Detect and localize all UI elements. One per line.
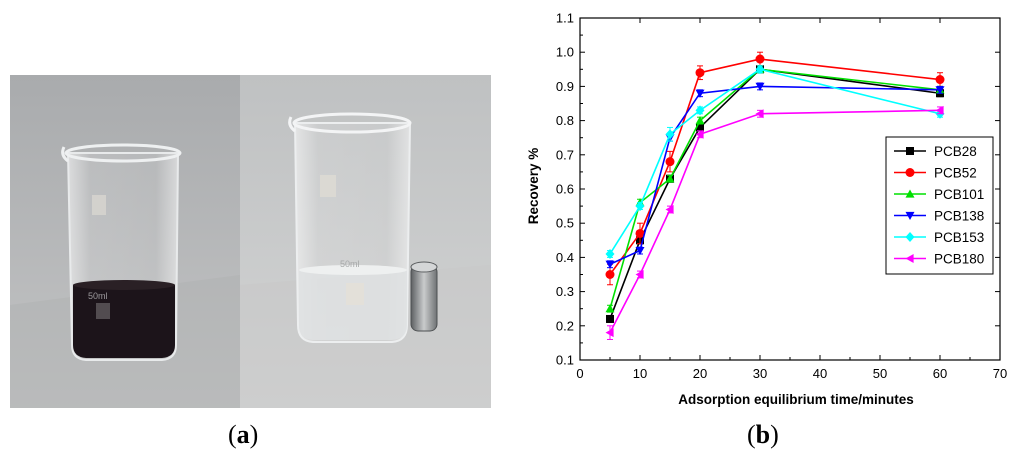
data-point xyxy=(635,270,644,279)
legend-frame xyxy=(885,136,994,275)
beaker-photo: 50ml 50ml xyxy=(10,75,491,408)
series-pcb52 xyxy=(605,51,945,286)
x-tick-label: 0 xyxy=(576,366,583,381)
x-tick-label: 60 xyxy=(933,366,947,381)
y-tick-label: 1.1 xyxy=(556,11,574,26)
y-tick-label: 0.2 xyxy=(556,318,574,333)
series-line xyxy=(609,68,941,255)
y-tick-label: 0.6 xyxy=(556,182,574,197)
legend-label: PCB52 xyxy=(934,166,977,181)
legend-marker xyxy=(905,168,915,177)
series-line xyxy=(609,85,941,265)
x-tick-label: 10 xyxy=(633,366,647,381)
data-point xyxy=(606,314,614,323)
series-pcb180 xyxy=(605,105,944,340)
data-point xyxy=(755,82,765,91)
panel-label-a: (a) xyxy=(228,420,259,449)
beaker-volume-mark-right: 50ml xyxy=(340,259,360,269)
data-point xyxy=(935,75,945,85)
y-tick-label: 0.5 xyxy=(556,216,574,231)
data-point xyxy=(665,205,674,215)
x-axis-label: Adsorption equilibrium time/minutes xyxy=(678,392,914,407)
series-pcb138 xyxy=(605,82,945,269)
data-point xyxy=(935,86,945,95)
chart-series xyxy=(605,51,945,340)
y-axis-label: Recovery % xyxy=(526,148,541,225)
data-point xyxy=(935,105,944,115)
y-tick-label: 0.8 xyxy=(556,113,574,128)
y-tick-label: 0.4 xyxy=(556,250,574,265)
data-point xyxy=(635,201,645,212)
y-tick-label: 0.1 xyxy=(556,353,574,368)
data-point xyxy=(635,228,645,238)
beaker-clear-with-magnet: 50ml xyxy=(288,112,438,343)
legend-marker xyxy=(906,147,914,155)
data-point xyxy=(695,129,704,139)
data-point xyxy=(605,304,615,313)
magnet-icon xyxy=(410,261,438,332)
legend-marker xyxy=(905,211,915,220)
data-point xyxy=(755,54,765,64)
data-point xyxy=(635,246,645,256)
beaker-volume-mark-left: 50ml xyxy=(88,291,108,301)
beaker-dark-suspension: 50ml xyxy=(61,143,182,361)
chart-legend: PCB28 PCB52 PCB101 PCB138 PCB153 PCB180 xyxy=(885,136,994,275)
x-tick-label: 20 xyxy=(693,366,707,381)
x-tick-label: 50 xyxy=(873,366,887,381)
data-point xyxy=(605,328,614,338)
legend-label: PCB28 xyxy=(934,144,977,159)
data-point xyxy=(605,260,615,269)
data-point xyxy=(605,270,615,279)
legend-marker xyxy=(905,189,915,198)
data-point xyxy=(695,68,705,78)
data-point xyxy=(755,109,764,119)
data-point xyxy=(695,116,705,125)
series-line xyxy=(609,58,941,275)
data-point xyxy=(695,89,705,98)
data-point xyxy=(665,129,675,140)
chart-ticks: 0 10 20 30 40 50 60 70 0.1 0.2 0.3 0.4 0.5 0.6 0.7 0.8 0… xyxy=(556,11,1007,382)
y-tick-label: 1.0 xyxy=(556,45,574,60)
data-point xyxy=(755,64,765,75)
series-line xyxy=(609,68,941,309)
y-tick-label: 0.9 xyxy=(556,79,574,94)
legend-marker xyxy=(905,254,914,263)
series-line xyxy=(609,109,941,334)
legend-label: PCB101 xyxy=(934,187,984,202)
x-tick-label: 40 xyxy=(813,366,827,381)
recovery-chart: 0 10 20 30 40 50 60 70 0.1 0.2 0.3 0.4 0.5 0.6 0.7 0.8 0… xyxy=(526,11,1007,408)
data-point xyxy=(695,105,705,116)
legend-marker xyxy=(905,232,915,242)
panel-label-b: (b) xyxy=(747,420,779,449)
data-point xyxy=(696,123,704,132)
x-tick-label: 30 xyxy=(753,366,767,381)
y-tick-label: 0.3 xyxy=(556,284,574,299)
legend-label: PCB138 xyxy=(934,209,984,224)
x-tick-label: 70 xyxy=(993,366,1007,381)
data-point xyxy=(605,248,615,259)
y-tick-label: 0.7 xyxy=(556,147,574,162)
data-point xyxy=(665,157,675,167)
legend-label: PCB180 xyxy=(934,252,984,267)
legend-label: PCB153 xyxy=(934,230,984,245)
data-point xyxy=(665,174,675,183)
